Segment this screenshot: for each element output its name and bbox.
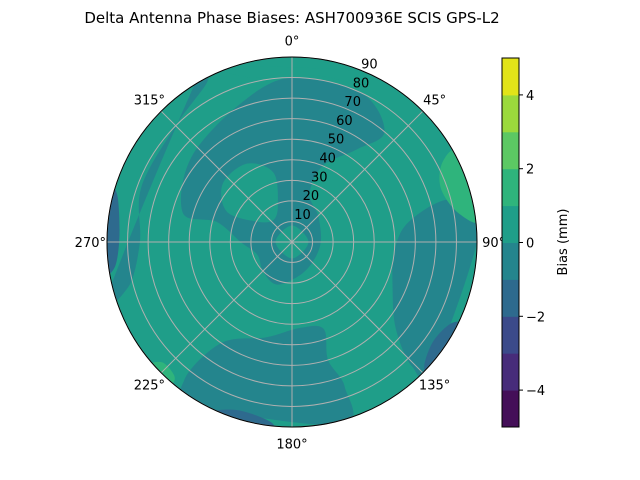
colorbar-segment (502, 131, 519, 170)
colorbar-segment (502, 205, 519, 243)
r-tick-label: 90 (361, 58, 378, 73)
colorbar-segment (502, 353, 519, 391)
theta-tick-label: 225° (134, 379, 165, 394)
contour-region (392, 199, 477, 380)
contour-region (439, 149, 477, 223)
colorbar-tick-label: 4 (526, 89, 534, 104)
colorbar-segment (502, 242, 519, 280)
polar-frame (106, 56, 478, 428)
contour-region (179, 325, 354, 426)
colorbar-tick-label: −4 (526, 384, 545, 399)
colorbar-segment (502, 279, 519, 317)
colorbar-tick-label: 0 (526, 237, 534, 252)
r-tick-label: 80 (353, 76, 370, 91)
r-tick-label: 70 (344, 95, 361, 110)
r-tick-label: 40 (319, 151, 336, 166)
colorbar: −4 −2 0 2 4 (501, 57, 545, 428)
colorbar-tick-label: −2 (526, 310, 545, 325)
r-tick-label: 20 (303, 189, 320, 204)
r-tick-label: 30 (311, 170, 328, 185)
contour-region (107, 62, 210, 307)
colorbar-segment (502, 168, 519, 207)
r-tick-label: 10 (294, 208, 311, 223)
colorbar-tick-label: 2 (526, 163, 534, 178)
r-tick-label: 50 (328, 133, 345, 148)
theta-tick-label: 45° (423, 93, 446, 108)
r-tick-label: 60 (336, 114, 353, 129)
colorbar-segment (502, 390, 519, 428)
theta-gridline (291, 110, 424, 243)
theta-tick-label: 90° (482, 236, 505, 251)
theta-tick-label: 135° (419, 379, 450, 394)
theta-tick-label: 0° (285, 34, 300, 49)
colorbar-segment (502, 94, 519, 133)
contour-region (221, 163, 278, 223)
theta-tick-label: 180° (276, 438, 307, 453)
theta-gridline (160, 241, 293, 374)
colorbar-segment (502, 58, 519, 96)
contour-region (220, 66, 388, 93)
colorbar-label: Bias (mm) (556, 209, 571, 276)
theta-tick-label: 270° (75, 236, 106, 251)
polar-grid (106, 56, 478, 428)
theta-gridline (160, 110, 293, 243)
colorbar-segment (502, 316, 519, 354)
theta-gridline (291, 241, 424, 374)
theta-tick-label: 315° (134, 93, 165, 108)
chart-title: Delta Antenna Phase Biases: ASH700936E S… (84, 9, 499, 27)
